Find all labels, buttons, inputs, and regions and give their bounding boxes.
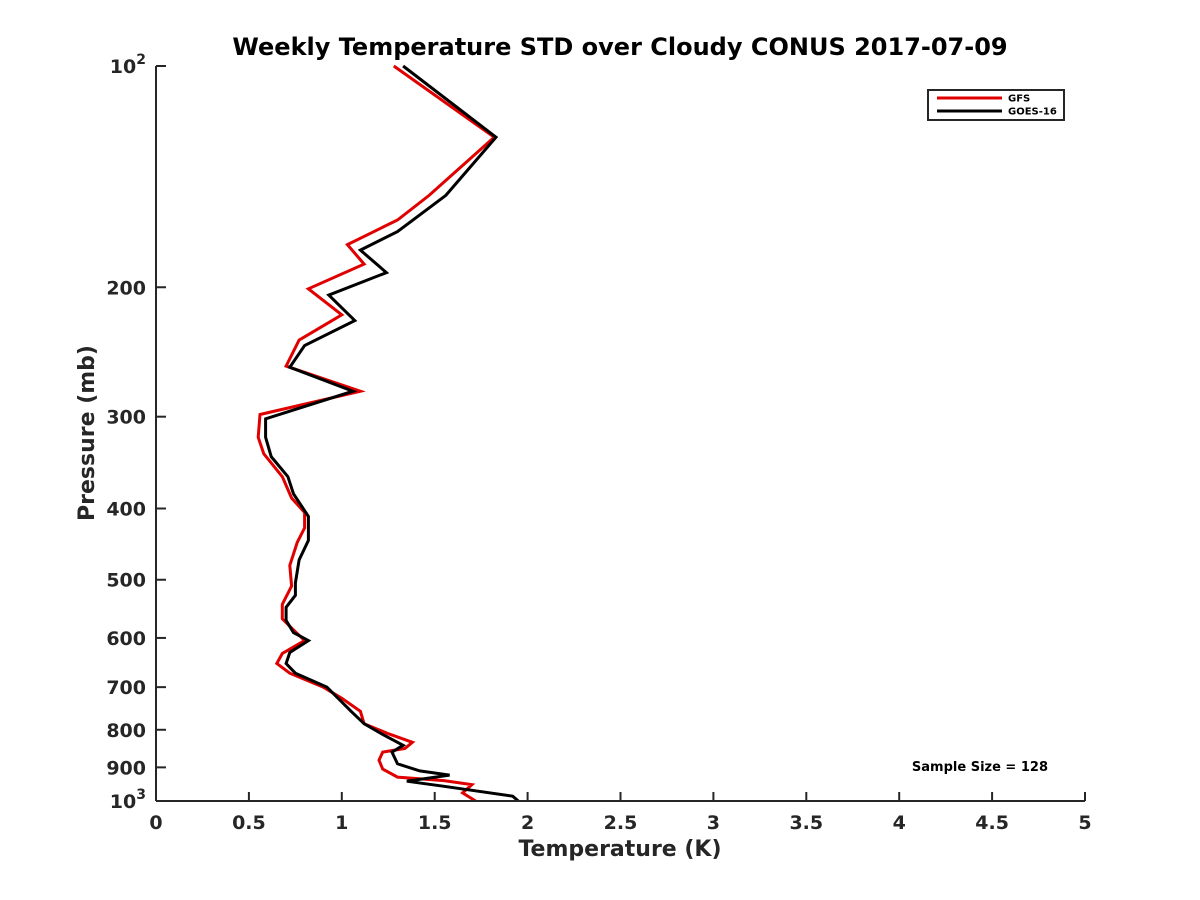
y-tick-label: 400 (106, 499, 146, 521)
legend-label-gfs: GFS (1008, 94, 1030, 105)
legend-label-goes-16: GOES-16 (1008, 107, 1057, 118)
y-axis-title: Pressure (mb) (75, 345, 100, 521)
y-tick-label: 600 (106, 628, 146, 650)
x-tick-label: 2.5 (604, 812, 638, 834)
y-tick-label: 800 (106, 720, 146, 742)
x-tick-label: 0.5 (232, 812, 266, 834)
series-line-gfs (256, 64, 497, 803)
x-tick-label: 5 (1078, 812, 1091, 834)
y-tick-label: 103 (110, 787, 146, 813)
series-line-goes-16 (264, 64, 520, 803)
x-tick-label: 1 (335, 812, 348, 834)
x-tick-label: 1.5 (418, 812, 452, 834)
y-tick-label: 200 (106, 277, 146, 299)
x-axis-title: Temperature (K) (518, 837, 721, 862)
y-tick-label: 900 (106, 757, 146, 779)
y-ticks-layer: 102 200 300 400 500 600 700 800 900 103 (106, 52, 166, 813)
axes-frame (155, 66, 1085, 802)
x-tick-label: 2 (521, 812, 534, 834)
x-tick-label: 4.5 (975, 812, 1009, 834)
legend-box (927, 89, 1065, 121)
y-tick-label: 102 (110, 52, 146, 78)
x-ticks-layer: 0 0.5 1 1.5 2 2.5 3 3.5 4 4.5 5 (149, 792, 1092, 834)
y-tick-label: 300 (106, 407, 146, 429)
chart-title: Weekly Temperature STD over Cloudy CONUS… (232, 33, 1007, 61)
x-tick-label: 0 (149, 812, 162, 834)
x-tick-label: 3.5 (789, 812, 823, 834)
x-tick-label: 3 (707, 812, 720, 834)
series-layer (256, 64, 520, 803)
y-tick-label: 500 (106, 570, 146, 592)
sample-size-annotation: Sample Size = 128 (912, 760, 1048, 775)
y-tick-label: 700 (106, 677, 146, 699)
x-tick-label: 4 (893, 812, 906, 834)
legend: GFS GOES-16 (927, 89, 1065, 121)
